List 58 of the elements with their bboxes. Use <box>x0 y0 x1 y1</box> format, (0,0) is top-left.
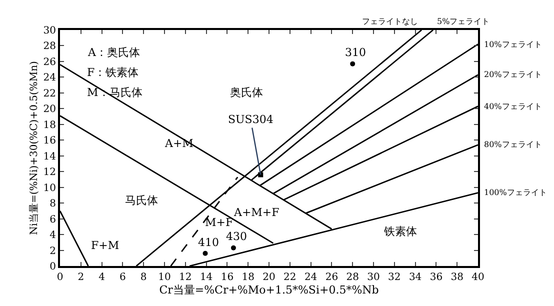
y-tick-label: 4 <box>50 230 56 242</box>
x-tick-label: 32 <box>388 272 401 283</box>
series-label: 10%フェライト <box>484 40 542 49</box>
y-tick-label: 16 <box>43 136 56 147</box>
x-tick-label: 8 <box>140 272 147 283</box>
annotation: 奥氏体 <box>230 86 263 99</box>
x-tick-label: 10 <box>158 272 171 283</box>
x-tick-label: 30 <box>367 272 380 283</box>
annotation: F：铁素体 <box>87 66 139 79</box>
y-tick-label: 28 <box>43 41 56 52</box>
y-tick-label: 18 <box>43 120 56 131</box>
x-tick-label: 22 <box>284 272 296 283</box>
annotation: F+M <box>91 239 120 252</box>
x-tick-label: 2 <box>78 272 84 283</box>
y-tick-label: 26 <box>43 56 56 68</box>
x-tick-label: 28 <box>346 272 359 283</box>
series-label: 20%フェライト <box>484 70 542 79</box>
annotation: 430 <box>226 230 247 243</box>
x-tick-label: 16 <box>220 272 234 283</box>
annotation: 410 <box>198 236 219 249</box>
y-tick-label: 20 <box>43 104 56 116</box>
annotation: A：奥氏体 <box>87 46 140 59</box>
x-tick-label: 38 <box>450 272 464 283</box>
y-tick-label: 24 <box>43 72 56 84</box>
y-tick-label: 0 <box>50 262 56 272</box>
x-tick-label: 24 <box>304 272 318 283</box>
x-tick-label: 26 <box>325 272 338 283</box>
x-tick-label: 20 <box>262 272 276 283</box>
y-tick-label: 14 <box>43 151 56 162</box>
annotation: M+F <box>205 216 234 229</box>
x-tick-label: 4 <box>98 272 105 283</box>
y-tick-label: 30 <box>43 26 56 36</box>
x-tick-label: 18 <box>242 272 254 283</box>
y-tick-label: 6 <box>50 214 56 226</box>
y-tick-label: 12 <box>43 167 56 178</box>
series-label: 100%フェライト <box>484 188 547 197</box>
annotation: 马氏体 <box>125 194 158 207</box>
y-tick-label: 22 <box>43 88 56 100</box>
y-tick-label: 10 <box>43 182 56 194</box>
x-axis-title: Cr当量=%Cr+%Mo+1.5*%Si+0.5*%Nb <box>159 284 379 297</box>
x-tick-label: 14 <box>200 272 213 283</box>
x-tick-label: 0 <box>56 272 64 283</box>
series-label: 80%フェライト <box>484 140 542 149</box>
annotation: 铁素体 <box>383 225 417 238</box>
x-tick-label: 6 <box>120 272 126 283</box>
series-label: 40%フェライト <box>484 102 542 111</box>
y-tick-label: 2 <box>50 246 56 257</box>
y-axis-title: Ni当量=(%Ni)+30(%C)+0.5(%Mn) <box>28 60 40 235</box>
x-tick-label: 40 <box>472 272 484 283</box>
annotation: 310 <box>345 46 366 59</box>
annotation: A+M+F <box>233 206 280 219</box>
x-tick-label: 12 <box>179 272 192 283</box>
series-label: 5%フェライト <box>437 17 490 26</box>
x-tick-label: 36 <box>430 272 443 283</box>
y-tick-label: 8 <box>50 198 56 210</box>
x-tick-label: 34 <box>408 272 422 283</box>
annotation: SUS304 <box>228 113 274 126</box>
series-label: フェライトなし <box>362 17 418 26</box>
